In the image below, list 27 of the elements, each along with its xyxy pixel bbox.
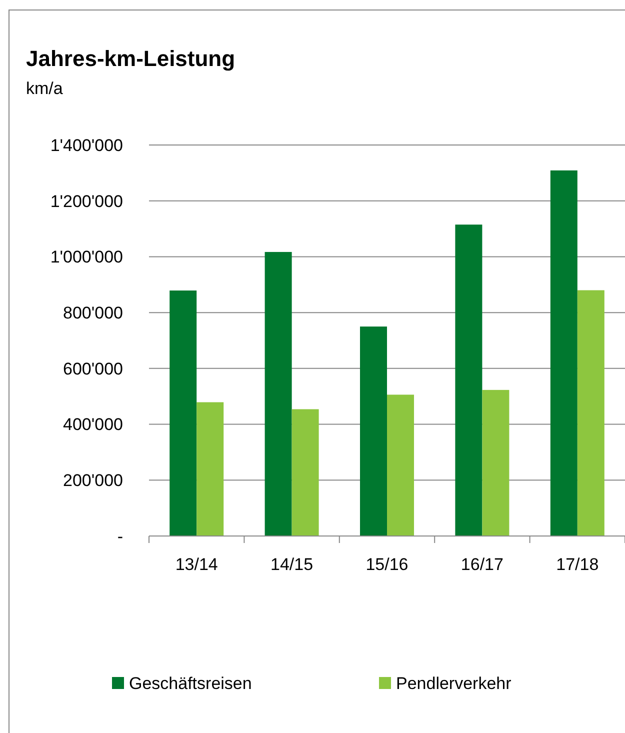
- bar: [360, 326, 387, 536]
- bar: [170, 290, 197, 536]
- legend-label: Pendlerverkehr: [396, 674, 512, 693]
- y-tick-label: 1'200'000: [50, 192, 123, 211]
- x-tick-label: 14/15: [270, 555, 314, 574]
- y-tick-label: 1'000'000: [50, 248, 123, 267]
- bar: [482, 390, 510, 536]
- bar: [387, 394, 414, 536]
- y-tick-label: 200'000: [63, 471, 123, 490]
- y-tick-label: 1'400'000: [50, 136, 123, 155]
- y-tick-label: 800'000: [63, 304, 123, 323]
- x-tick-label: 17/18: [556, 555, 599, 574]
- bar: [550, 170, 578, 536]
- bar: [577, 290, 604, 536]
- y-axis-title: km/a: [26, 79, 64, 98]
- x-tick-label: 15/16: [366, 555, 408, 574]
- y-tick-label: 600'000: [63, 359, 123, 378]
- bar: [264, 252, 292, 536]
- bar: [196, 402, 224, 536]
- bar: [455, 224, 482, 536]
- y-tick-label: 400'000: [63, 415, 123, 434]
- x-tick-label: 16/17: [460, 555, 504, 574]
- legend-label: Geschäftsreisen: [129, 674, 252, 693]
- chart-title: Jahres-km-Leistung: [26, 46, 236, 71]
- x-tick-label: 13/14: [175, 555, 218, 574]
- y-tick-label: -: [117, 526, 123, 546]
- bar: [292, 409, 319, 536]
